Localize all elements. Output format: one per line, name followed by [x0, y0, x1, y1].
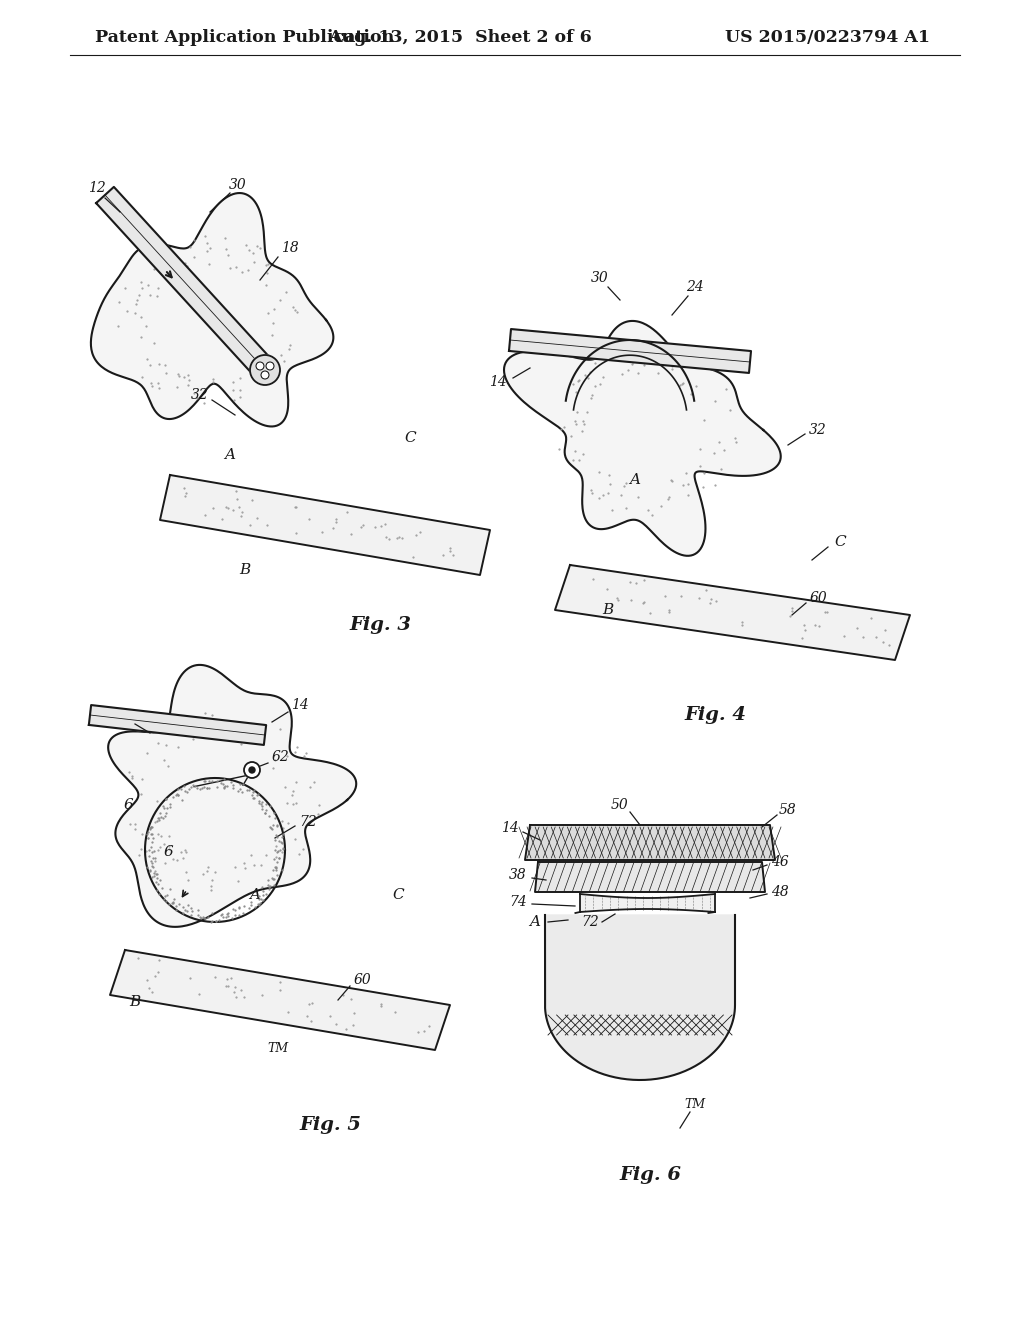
Text: 38: 38 [509, 869, 527, 882]
Text: 72: 72 [582, 915, 599, 929]
Text: 12: 12 [88, 181, 105, 195]
Text: 24: 24 [686, 280, 703, 294]
Text: 48: 48 [771, 884, 788, 899]
Text: 46: 46 [771, 855, 788, 869]
Polygon shape [525, 825, 775, 861]
Text: 58: 58 [779, 803, 797, 817]
Polygon shape [110, 950, 450, 1049]
Circle shape [244, 762, 260, 777]
Text: 32: 32 [191, 388, 209, 403]
Polygon shape [160, 475, 490, 576]
Text: 14: 14 [501, 821, 519, 836]
Text: Fig. 3: Fig. 3 [349, 616, 411, 634]
Polygon shape [545, 915, 735, 1080]
Text: US 2015/0223794 A1: US 2015/0223794 A1 [725, 29, 930, 45]
Text: C: C [404, 432, 416, 445]
Polygon shape [555, 565, 910, 660]
Circle shape [266, 362, 274, 370]
Text: 74: 74 [509, 895, 527, 909]
Circle shape [249, 767, 255, 774]
Text: TM: TM [267, 1041, 289, 1055]
Text: 6: 6 [123, 799, 133, 812]
Text: 14: 14 [489, 375, 507, 389]
Text: 14: 14 [291, 698, 309, 711]
Text: 62: 62 [271, 750, 289, 764]
Polygon shape [89, 705, 266, 744]
Text: C: C [392, 888, 403, 902]
Text: 30: 30 [229, 178, 247, 191]
Text: A: A [250, 888, 260, 902]
Polygon shape [580, 894, 715, 912]
Polygon shape [96, 187, 273, 378]
Text: A: A [529, 915, 541, 929]
Circle shape [250, 355, 280, 385]
Text: Fig. 5: Fig. 5 [299, 1115, 361, 1134]
Text: Fig. 4: Fig. 4 [684, 706, 746, 723]
Text: 32: 32 [112, 711, 129, 725]
Text: 6: 6 [163, 845, 173, 859]
Circle shape [261, 371, 269, 379]
Text: 60: 60 [809, 591, 826, 605]
Polygon shape [535, 862, 765, 892]
Text: 30: 30 [591, 271, 609, 285]
Text: 50: 50 [611, 799, 629, 812]
Text: 72: 72 [299, 814, 316, 829]
Text: A: A [224, 447, 236, 462]
Text: C: C [835, 535, 846, 549]
Text: B: B [602, 603, 613, 616]
Text: Fig. 6: Fig. 6 [618, 1166, 681, 1184]
Polygon shape [109, 665, 356, 927]
Circle shape [256, 362, 264, 370]
Text: B: B [129, 995, 140, 1008]
Text: B: B [240, 564, 251, 577]
Polygon shape [91, 193, 334, 426]
Polygon shape [504, 321, 780, 556]
Text: 60: 60 [353, 973, 371, 987]
Text: A: A [630, 473, 640, 487]
Polygon shape [509, 329, 751, 374]
Text: 32: 32 [809, 422, 826, 437]
Text: Aug. 13, 2015  Sheet 2 of 6: Aug. 13, 2015 Sheet 2 of 6 [328, 29, 592, 45]
Text: 18: 18 [282, 242, 299, 255]
Text: Patent Application Publication: Patent Application Publication [95, 29, 394, 45]
Text: TM: TM [684, 1098, 706, 1111]
